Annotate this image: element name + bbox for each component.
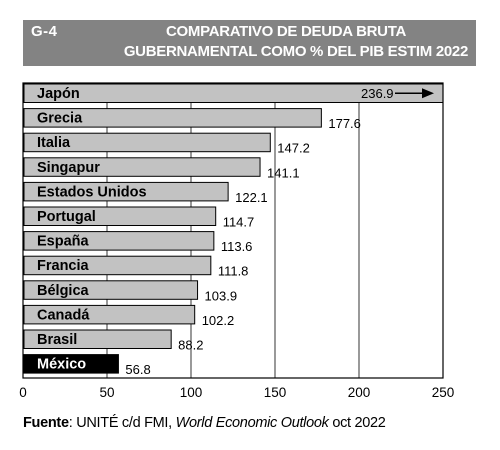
source-note: Fuente: UNITÉ c/d FMI, World Economic Ou… — [23, 415, 386, 431]
bar-mexico — [23, 354, 119, 374]
category-label-italia: Italia — [37, 135, 71, 151]
chart-code: G-4 — [31, 23, 58, 40]
category-label-grecia: Grecia — [37, 111, 83, 127]
value-label-italia: 147.2 — [277, 141, 310, 156]
category-label-belgica: Bélgica — [37, 283, 90, 299]
source-text-after: oct 2022 — [328, 415, 386, 431]
category-label-francia: Francia — [37, 258, 90, 274]
value-label-singapur: 141.1 — [267, 165, 300, 180]
bar-brasil — [23, 329, 172, 349]
chart-title-line1: COMPARATIVO DE DEUDA BRUTA — [166, 23, 406, 40]
bar-canada — [23, 304, 196, 325]
bar-singapur — [23, 157, 261, 177]
x-tick-label-0: 0 — [19, 385, 27, 400]
value-label-francia: 111.8 — [218, 264, 249, 279]
bar-belgica — [23, 280, 199, 300]
bar-estados-unidos — [23, 181, 229, 202]
category-label-portugal: Portugal — [37, 209, 96, 225]
value-label-japon: 236.9 — [361, 86, 394, 101]
category-label-estados-unidos: Estados Unidos — [37, 184, 147, 200]
value-label-brasil: 88.2 — [178, 338, 203, 353]
category-label-espana: España — [37, 234, 90, 250]
chart-header: G-4 COMPARATIVO DE DEUDA BRUTA GUBERNAME… — [23, 20, 476, 66]
bar-portugal — [23, 206, 217, 226]
category-label-singapur: Singapur — [37, 160, 100, 176]
bar-grecia — [23, 108, 322, 128]
value-label-portugal: 114.7 — [223, 215, 255, 230]
value-label-estados-unidos: 122.1 — [235, 190, 268, 205]
bar-francia — [23, 255, 212, 276]
chart-title-line2: GUBERNAMENTAL COMO % DEL PIB ESTIM 2022 — [123, 43, 468, 60]
value-label-mexico: 56.8 — [125, 362, 150, 377]
category-label-japon: Japón — [37, 86, 80, 102]
value-label-grecia: 177.6 — [328, 116, 361, 131]
bar-espana — [23, 231, 215, 251]
source-label: Fuente — [23, 415, 69, 431]
value-label-canada: 102.2 — [202, 313, 235, 328]
source-publication: World Economic Outlook — [175, 415, 329, 431]
bar-italia — [23, 132, 271, 153]
source-text-before: : UNITÉ c/d FMI, — [68, 415, 176, 431]
x-tick-label-200: 200 — [348, 385, 371, 400]
value-label-espana: 113.6 — [221, 239, 253, 254]
category-label-canada: Canadá — [37, 307, 90, 323]
x-tick-label-50: 50 — [99, 385, 114, 400]
x-tick-label-150: 150 — [264, 385, 287, 400]
category-label-brasil: Brasil — [37, 332, 77, 348]
value-label-belgica: 103.9 — [205, 288, 238, 303]
x-tick-label-100: 100 — [180, 385, 203, 400]
category-label-mexico: México — [37, 357, 86, 373]
plot-frame — [22, 82, 444, 379]
x-tick-label-250: 250 — [432, 385, 455, 400]
overflow-arrow-head — [422, 88, 434, 99]
